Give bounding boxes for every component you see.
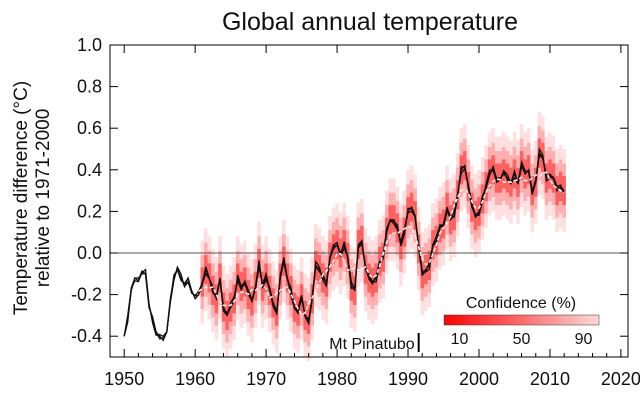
x-tick-label: 2020 [601, 369, 640, 389]
x-tick-label: 1950 [104, 369, 144, 389]
y-tick-label: 0.2 [77, 201, 102, 221]
legend-labels: 10 50 90 [451, 331, 593, 348]
y-tick-label: 0.6 [77, 118, 102, 138]
confidence-band-0 [562, 149, 566, 233]
series-line-2 [123, 153, 565, 340]
y-tick-label: 0.0 [77, 243, 102, 263]
y-tick-label: -0.4 [71, 326, 102, 346]
y-tick-label: 0.4 [77, 160, 102, 180]
x-tick-label: 2010 [530, 369, 570, 389]
y-axis-label-line2: relative to 1971-2000 [33, 109, 54, 288]
x-tick-label: 1960 [175, 369, 215, 389]
x-tick-label: 2000 [459, 369, 499, 389]
legend-label: 90 [575, 331, 593, 348]
y-axis-ticks: -0.4 -0.2 0.0 0.2 0.4 0.6 0.8 1.0 [71, 35, 628, 346]
y-tick-label: -0.2 [71, 285, 102, 305]
series-lines [123, 147, 565, 342]
y-tick-label: 0.8 [77, 77, 102, 97]
confidence-band-2 [562, 176, 566, 206]
legend-label: 50 [513, 331, 531, 348]
y-tick-label: 1.0 [77, 35, 102, 55]
pinatubo-label: Mt Pinatubo [329, 336, 414, 353]
plot-frame [109, 44, 629, 358]
x-tick-label: 1970 [246, 369, 286, 389]
pinatubo-annotation: Mt Pinatubo [329, 333, 420, 353]
confidence-band-1 [562, 163, 566, 218]
legend-title: Confidence (%) [466, 295, 576, 312]
median-line [198, 171, 565, 316]
series-line-1 [123, 147, 565, 338]
x-axis-ticks: 1950 1960 1970 1980 1990 2000 2010 2020 [104, 45, 640, 389]
y-axis-label-line1: Temperature difference (°C) [11, 81, 32, 315]
confidence-legend: Confidence (%) 10 50 90 [443, 295, 600, 348]
x-tick-label: 1980 [317, 369, 357, 389]
x-tick-label: 1990 [388, 369, 428, 389]
legend-label: 10 [451, 331, 469, 348]
legend-colorbar [443, 314, 600, 326]
chart-title: Global annual temperature [222, 8, 518, 36]
